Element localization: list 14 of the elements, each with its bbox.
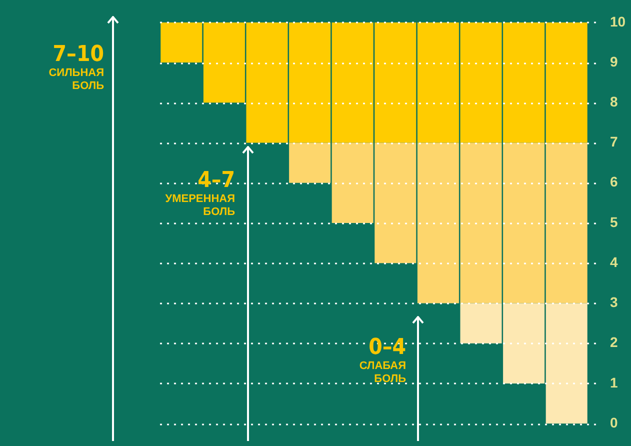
y-tick-label: 6 [610,174,618,190]
annotation: 0–4 СЛАБАЯ БОЛЬ [359,335,406,386]
y-tick-label: 1 [610,374,618,390]
y-tick-label: 2 [610,334,618,350]
y-tick-label: 3 [610,294,618,310]
text: 7–10 СИЛЬНАЯ БОЛЬ [48,42,104,93]
y-tick-label: 4 [610,254,618,270]
annotation: 4–7 УМЕРЕННАЯ БОЛЬ [165,168,235,219]
y-tick-label: 9 [610,53,618,70]
y-tick-label: 8 [610,94,618,110]
y-tick-label: 0 [610,414,618,430]
y-tick-label: 7 [610,134,618,150]
y-tick-label: 10 [610,13,626,30]
y-tick-label: 5 [610,214,618,230]
